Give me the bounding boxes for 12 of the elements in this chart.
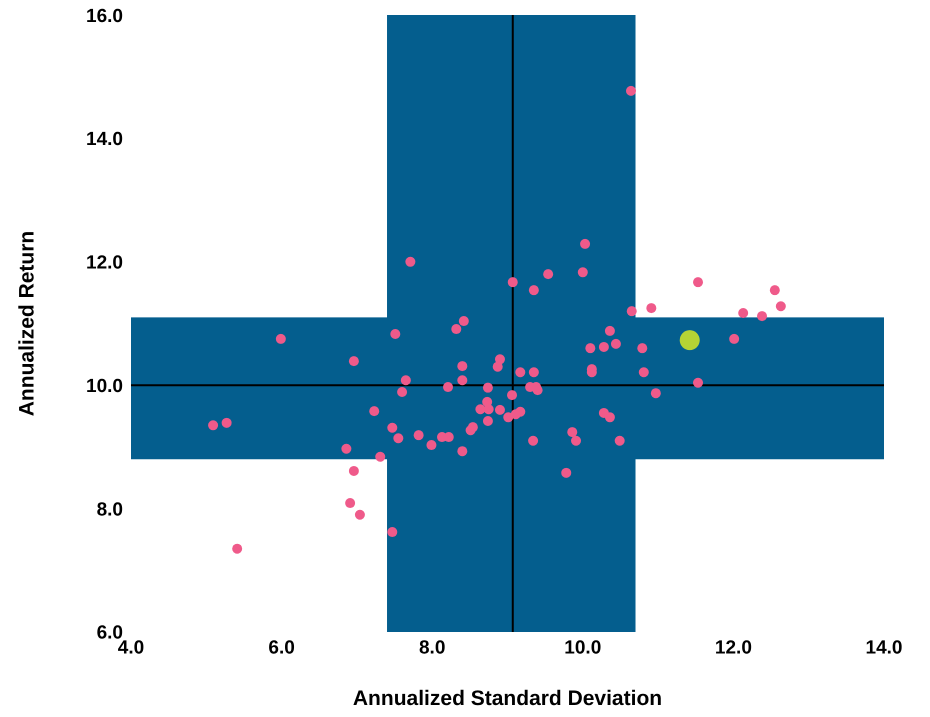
x-tick-label: 12.0 [714, 637, 752, 658]
y-tick-label: 10.0 [86, 376, 123, 397]
y-tick-label: 8.0 [96, 499, 123, 520]
x-tick-label: 14.0 [866, 637, 902, 658]
x-axis-title: Annualized Standard Deviation [352, 687, 662, 710]
x-tick-label: 6.0 [268, 637, 295, 658]
x-tick-label: 8.0 [418, 637, 446, 658]
y-tick-label: 14.0 [86, 129, 123, 150]
x-tick-label: 10.0 [564, 637, 602, 658]
y-tick-label: 12.0 [86, 252, 123, 274]
y-tick-label: 16.0 [86, 6, 123, 27]
y-axis-title: Annualized Return [15, 230, 38, 416]
